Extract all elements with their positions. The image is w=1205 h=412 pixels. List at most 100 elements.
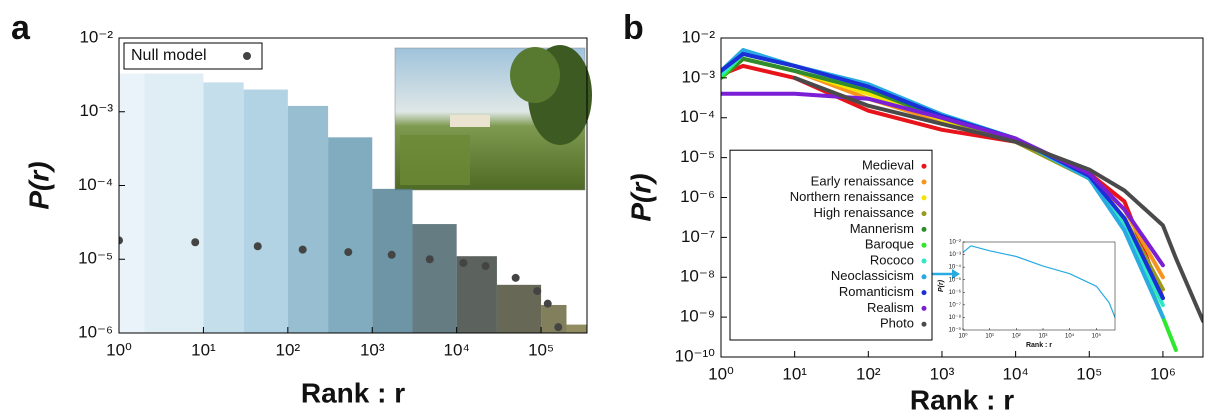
legend-label: Photo <box>880 316 914 331</box>
legend-marker <box>921 258 927 264</box>
bar <box>328 137 373 333</box>
legend-marker <box>921 211 927 217</box>
x-axis-label: Rank : r <box>910 384 1014 412</box>
inset-arrow <box>932 269 960 279</box>
y-tick-label: 10⁻² <box>79 27 113 46</box>
inset-background <box>963 242 1115 330</box>
x-tick-label: 10⁶ <box>1150 364 1176 383</box>
series-line <box>963 245 1115 318</box>
y-axis-label: P(r) <box>938 279 945 292</box>
scatter-point <box>253 242 262 251</box>
x-tick-label: 10² <box>1012 334 1021 340</box>
legend-marker <box>921 274 927 280</box>
legend-label: Mannerism <box>850 221 914 236</box>
legend-label: Neoclassicism <box>831 268 914 283</box>
y-tick-label: 10⁻⁵ <box>680 147 715 166</box>
x-tick-label: 10⁴ <box>1003 364 1029 383</box>
bar <box>203 82 244 333</box>
y-tick-label: 10⁻² <box>949 240 961 246</box>
x-tick-label: 10⁰ <box>106 340 132 359</box>
x-tick-label: 10⁵ <box>1092 333 1102 340</box>
legend-marker <box>921 321 927 327</box>
plot-area <box>963 245 1115 318</box>
y-tick-label: 10⁻⁷ <box>949 301 961 308</box>
y-tick-label: 10⁻⁵ <box>78 249 113 268</box>
y-tick-label: 10⁻⁵ <box>949 276 962 283</box>
plot-frame <box>118 37 588 334</box>
series-line <box>721 63 1165 301</box>
legend-box <box>123 42 263 70</box>
x-tick-label: 10³ <box>360 340 385 359</box>
scatter-point <box>481 261 490 270</box>
bar <box>243 89 288 333</box>
x-tick-label: 10⁰ <box>708 364 734 383</box>
x-tick-label: 10² <box>276 340 301 359</box>
x-axis-label: Rank : r <box>1026 342 1052 349</box>
legend-marker <box>921 305 927 311</box>
legend-marker <box>921 226 927 232</box>
y-tick-label: 10⁻² <box>681 27 715 46</box>
scatter-point <box>298 245 307 254</box>
x-tick-label: 10¹ <box>191 340 216 359</box>
x-tick-label: 10³ <box>1039 334 1048 340</box>
scatter-point <box>191 238 200 247</box>
y-tick-label: 10⁻⁶ <box>949 289 962 296</box>
scatter-point <box>543 299 552 308</box>
scatter-point <box>533 287 542 296</box>
legend-label: Romanticism <box>839 284 914 299</box>
legend-label: Baroque <box>865 237 914 252</box>
scatter-point <box>387 250 396 259</box>
bar <box>456 256 497 333</box>
bar <box>412 224 457 333</box>
x-tick-label: 10⁴ <box>1065 333 1075 340</box>
panel-label: a <box>11 9 31 47</box>
bar <box>287 105 329 333</box>
plot-frame <box>720 37 1204 358</box>
legend-marker <box>921 163 927 169</box>
y-tick-label: 10⁻⁴ <box>949 264 962 271</box>
y-tick-label: 10⁻⁶ <box>680 187 715 206</box>
y-tick-label: 10⁻⁹ <box>949 327 962 334</box>
legend-label: Rococo <box>870 252 914 267</box>
y-tick-label: 10⁻⁴ <box>78 175 113 194</box>
y-tick-label: 10⁻³ <box>79 101 113 120</box>
y-tick-label: 10⁻⁶ <box>78 322 113 341</box>
series-line <box>792 75 1203 323</box>
legend-label: Medieval <box>862 158 914 173</box>
x-tick-label: 10⁵ <box>1076 364 1102 383</box>
plot-area <box>721 48 1203 352</box>
y-tick-label: 10⁻⁸ <box>680 267 715 286</box>
x-axis-label: Rank : r <box>301 377 405 408</box>
painting-inset <box>394 45 592 191</box>
scatter-point <box>511 273 520 282</box>
bar <box>541 304 567 333</box>
x-tick-label: 10³ <box>930 364 955 383</box>
y-axis-label: P(r) <box>625 173 656 221</box>
bar <box>144 73 204 333</box>
plot-frame <box>962 241 1116 331</box>
bar <box>372 188 413 333</box>
y-tick-label: 10⁻³ <box>949 252 961 258</box>
y-tick-label: 10⁻⁴ <box>680 107 715 126</box>
y-tick-label: 10⁻⁸ <box>949 314 962 321</box>
y-tick-label: 10⁻¹⁰ <box>675 346 716 365</box>
legend-marker <box>243 52 251 60</box>
x-tick-label: 10⁰ <box>958 333 968 340</box>
x-tick-label: 10⁴ <box>444 340 470 359</box>
legend-marker <box>921 290 927 296</box>
x-tick-label: 10⁵ <box>528 340 554 359</box>
bar <box>119 73 145 333</box>
series-line <box>721 91 1165 268</box>
scatter-point <box>459 258 468 267</box>
legend-marker <box>921 242 927 248</box>
legend-label: High renaissance <box>814 205 914 220</box>
y-tick-label: 10⁻³ <box>681 67 715 86</box>
y-tick-label: 10⁻⁹ <box>680 307 715 326</box>
legend-label: Northern renaissance <box>790 189 914 204</box>
x-tick-label: 10² <box>856 364 881 383</box>
y-tick-label: 10⁻⁷ <box>681 227 715 246</box>
scatter-point <box>344 248 353 257</box>
x-tick-label: 10¹ <box>985 334 994 340</box>
plot-area <box>119 73 587 333</box>
